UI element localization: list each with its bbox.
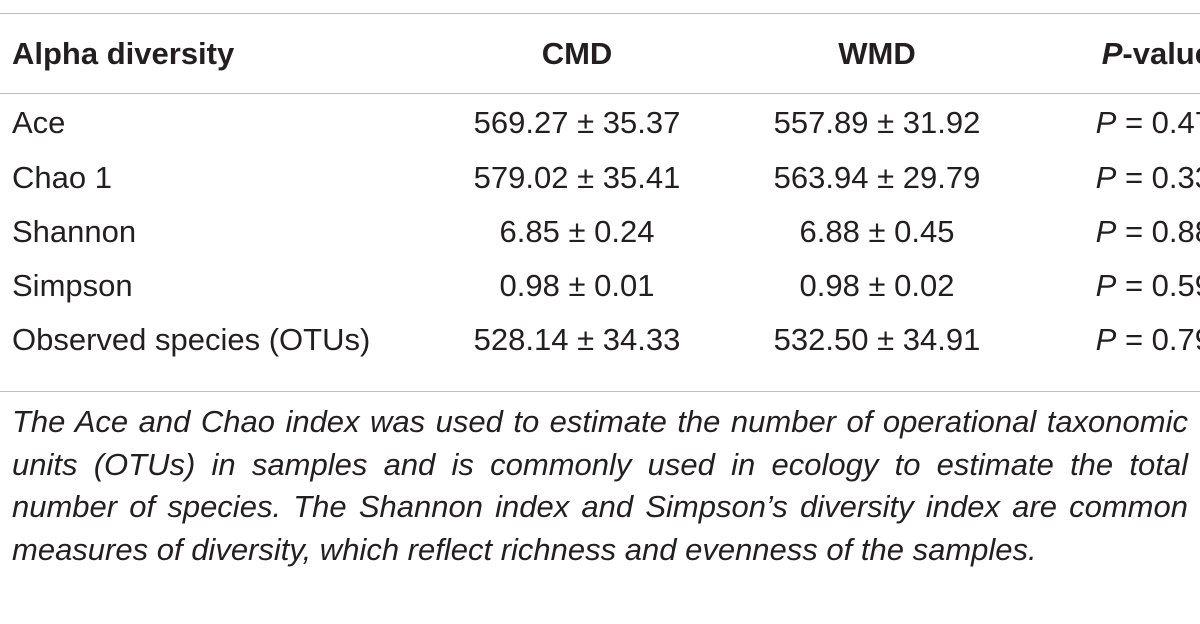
table-footnote: The Ace and Chao index was used to estim…	[12, 404, 1188, 567]
p-symbol: P	[1095, 214, 1117, 249]
alpha-diversity-table: Alpha diversity CMD WMD P-value Ace 569.…	[0, 14, 1200, 367]
p-symbol: P	[1095, 105, 1117, 140]
row-label: Ace	[12, 105, 66, 140]
wmd-value: 0.98 ± 0.02	[799, 268, 955, 303]
cmd-value: 0.98 ± 0.01	[499, 268, 655, 303]
cmd-value: 6.85 ± 0.24	[499, 214, 655, 249]
p-number: = 0.79	[1124, 322, 1200, 357]
p-number: = 0.59	[1124, 268, 1200, 303]
header-p-suffix: -value	[1122, 35, 1200, 71]
row-label: Simpson	[12, 268, 133, 303]
header-alpha-diversity: Alpha diversity	[12, 35, 235, 71]
p-symbol: P	[1095, 322, 1117, 357]
header-p-value: P-value	[1022, 14, 1200, 93]
header-rule	[0, 93, 1200, 94]
wmd-value: 532.50 ± 34.91	[773, 322, 981, 357]
p-value: P = 0.59	[1022, 259, 1200, 313]
p-number: = 0.88	[1124, 214, 1200, 249]
p-value: P = 0.79	[1022, 313, 1200, 367]
table-row: Shannon 6.85 ± 0.24 6.88 ± 0.45 P = 0.88	[0, 205, 1200, 259]
p-value: P = 0.47	[1022, 93, 1200, 151]
wmd-value: 557.89 ± 31.92	[773, 105, 981, 140]
row-label: Observed species (OTUs)	[12, 322, 371, 357]
top-rule	[0, 13, 1200, 14]
p-number: = 0.33	[1124, 160, 1200, 195]
wmd-value: 563.94 ± 29.79	[773, 160, 981, 195]
header-row: Alpha diversity CMD WMD P-value	[0, 14, 1200, 93]
table-row: Simpson 0.98 ± 0.01 0.98 ± 0.02 P = 0.59	[0, 259, 1200, 313]
p-symbol: P	[1095, 268, 1117, 303]
p-value: P = 0.88	[1022, 205, 1200, 259]
p-value: P = 0.33	[1022, 151, 1200, 205]
table-row: Observed species (OTUs) 528.14 ± 34.33 5…	[0, 313, 1200, 367]
row-label: Shannon	[12, 214, 137, 249]
row-label: Chao 1	[12, 160, 112, 195]
header-p-symbol: P	[1101, 35, 1123, 71]
table-row: Chao 1 579.02 ± 35.41 563.94 ± 29.79 P =…	[0, 151, 1200, 205]
cmd-value: 579.02 ± 35.41	[473, 160, 681, 195]
bottom-rule	[0, 391, 1200, 392]
header-wmd: WMD	[838, 35, 916, 71]
header-cmd: CMD	[541, 35, 613, 71]
p-number: = 0.47	[1124, 105, 1200, 140]
p-symbol: P	[1095, 160, 1117, 195]
cmd-value: 569.27 ± 35.37	[473, 105, 681, 140]
wmd-value: 6.88 ± 0.45	[799, 214, 955, 249]
cmd-value: 528.14 ± 34.33	[473, 322, 681, 357]
table-header: Alpha diversity CMD WMD P-value	[0, 14, 1200, 93]
table-body: Ace 569.27 ± 35.37 557.89 ± 31.92 P = 0.…	[0, 93, 1200, 367]
table-row: Ace 569.27 ± 35.37 557.89 ± 31.92 P = 0.…	[0, 93, 1200, 151]
